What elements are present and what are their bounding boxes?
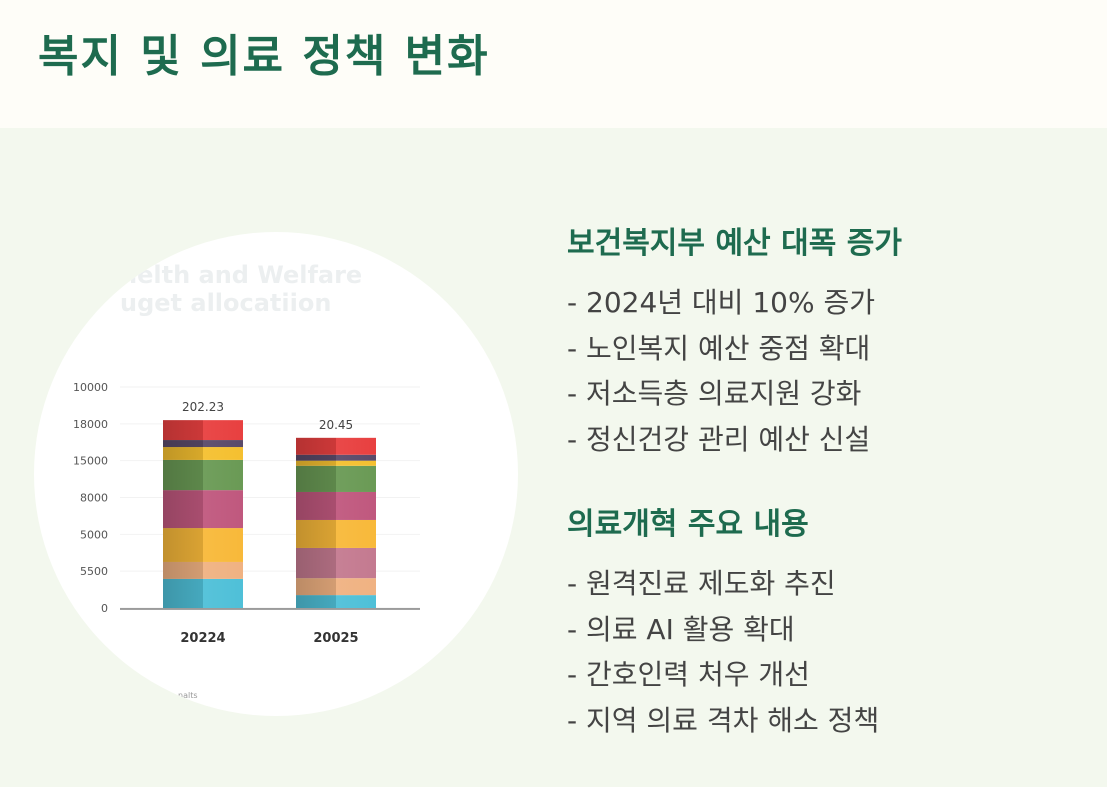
bullet-item: - 지역 의료 격차 해소 정책 xyxy=(567,703,880,737)
y-tick-label: 0 xyxy=(101,602,108,615)
bar-shade xyxy=(296,437,376,608)
bullet-item: - 간호인력 처우 개선 xyxy=(567,658,810,691)
y-tick-label: 5500 xyxy=(80,565,108,578)
slide-title: 복지 및 의료 정책 변화 xyxy=(38,31,490,82)
bullet-item: - 원격진료 제도화 추진 xyxy=(567,567,836,600)
footnote: nalts xyxy=(178,691,198,700)
y-tick-label: 10000 xyxy=(73,381,108,394)
section: 의료개혁 주요 내용 - 원격진료 제도화 추진 - 의료 AI 활용 확대 - 간… xyxy=(567,499,879,743)
y-tick-label: 18000 xyxy=(73,418,108,431)
bullet-list: - 원격진료 제도화 추진 - 의료 AI 활용 확대 - 간호인력 처우 개선 - … xyxy=(567,561,879,743)
bullet-list: - 2024년 대비 10% 증가 - 노인복지 예산 중점 확대 - 저소득층 의… xyxy=(567,280,902,462)
y-tick-label: 8000 xyxy=(80,492,108,505)
section-heading: 의료개혁 주요 내용 xyxy=(567,507,809,542)
image-circle xyxy=(34,232,518,716)
annotation: 20.45 xyxy=(319,418,353,432)
section: 보건복지부 예산 대폭 증가 - 2024년 대비 10% 증가 - 노인복지 예… xyxy=(567,218,902,462)
bullet-item: - 의료 AI 활용 확대 xyxy=(567,612,795,646)
section-heading: 보건복지부 예산 대폭 증가 xyxy=(567,226,902,261)
chart-title: uget allocatiion xyxy=(120,289,331,317)
x-tick-label: 20025 xyxy=(313,631,358,646)
bullet-item: - 정신건강 관리 예산 신설 xyxy=(567,422,871,456)
bullet-item: - 2024년 대비 10% 증가 xyxy=(567,286,875,319)
y-tick-label: 15000 xyxy=(73,455,108,468)
bullet-item: - 저소득층 의료지원 강화 xyxy=(567,377,862,410)
x-tick-label: 20224 xyxy=(180,631,225,646)
chart-title: nelth and Welfare xyxy=(120,261,362,289)
bullet-item: - 노인복지 예산 중점 확대 xyxy=(567,331,871,365)
header: 복지 및 의료 정책 변화 xyxy=(0,0,1107,128)
y-tick-label: 5000 xyxy=(80,528,108,541)
bar-shade xyxy=(163,420,243,608)
annotation: 202.23 xyxy=(182,400,224,414)
